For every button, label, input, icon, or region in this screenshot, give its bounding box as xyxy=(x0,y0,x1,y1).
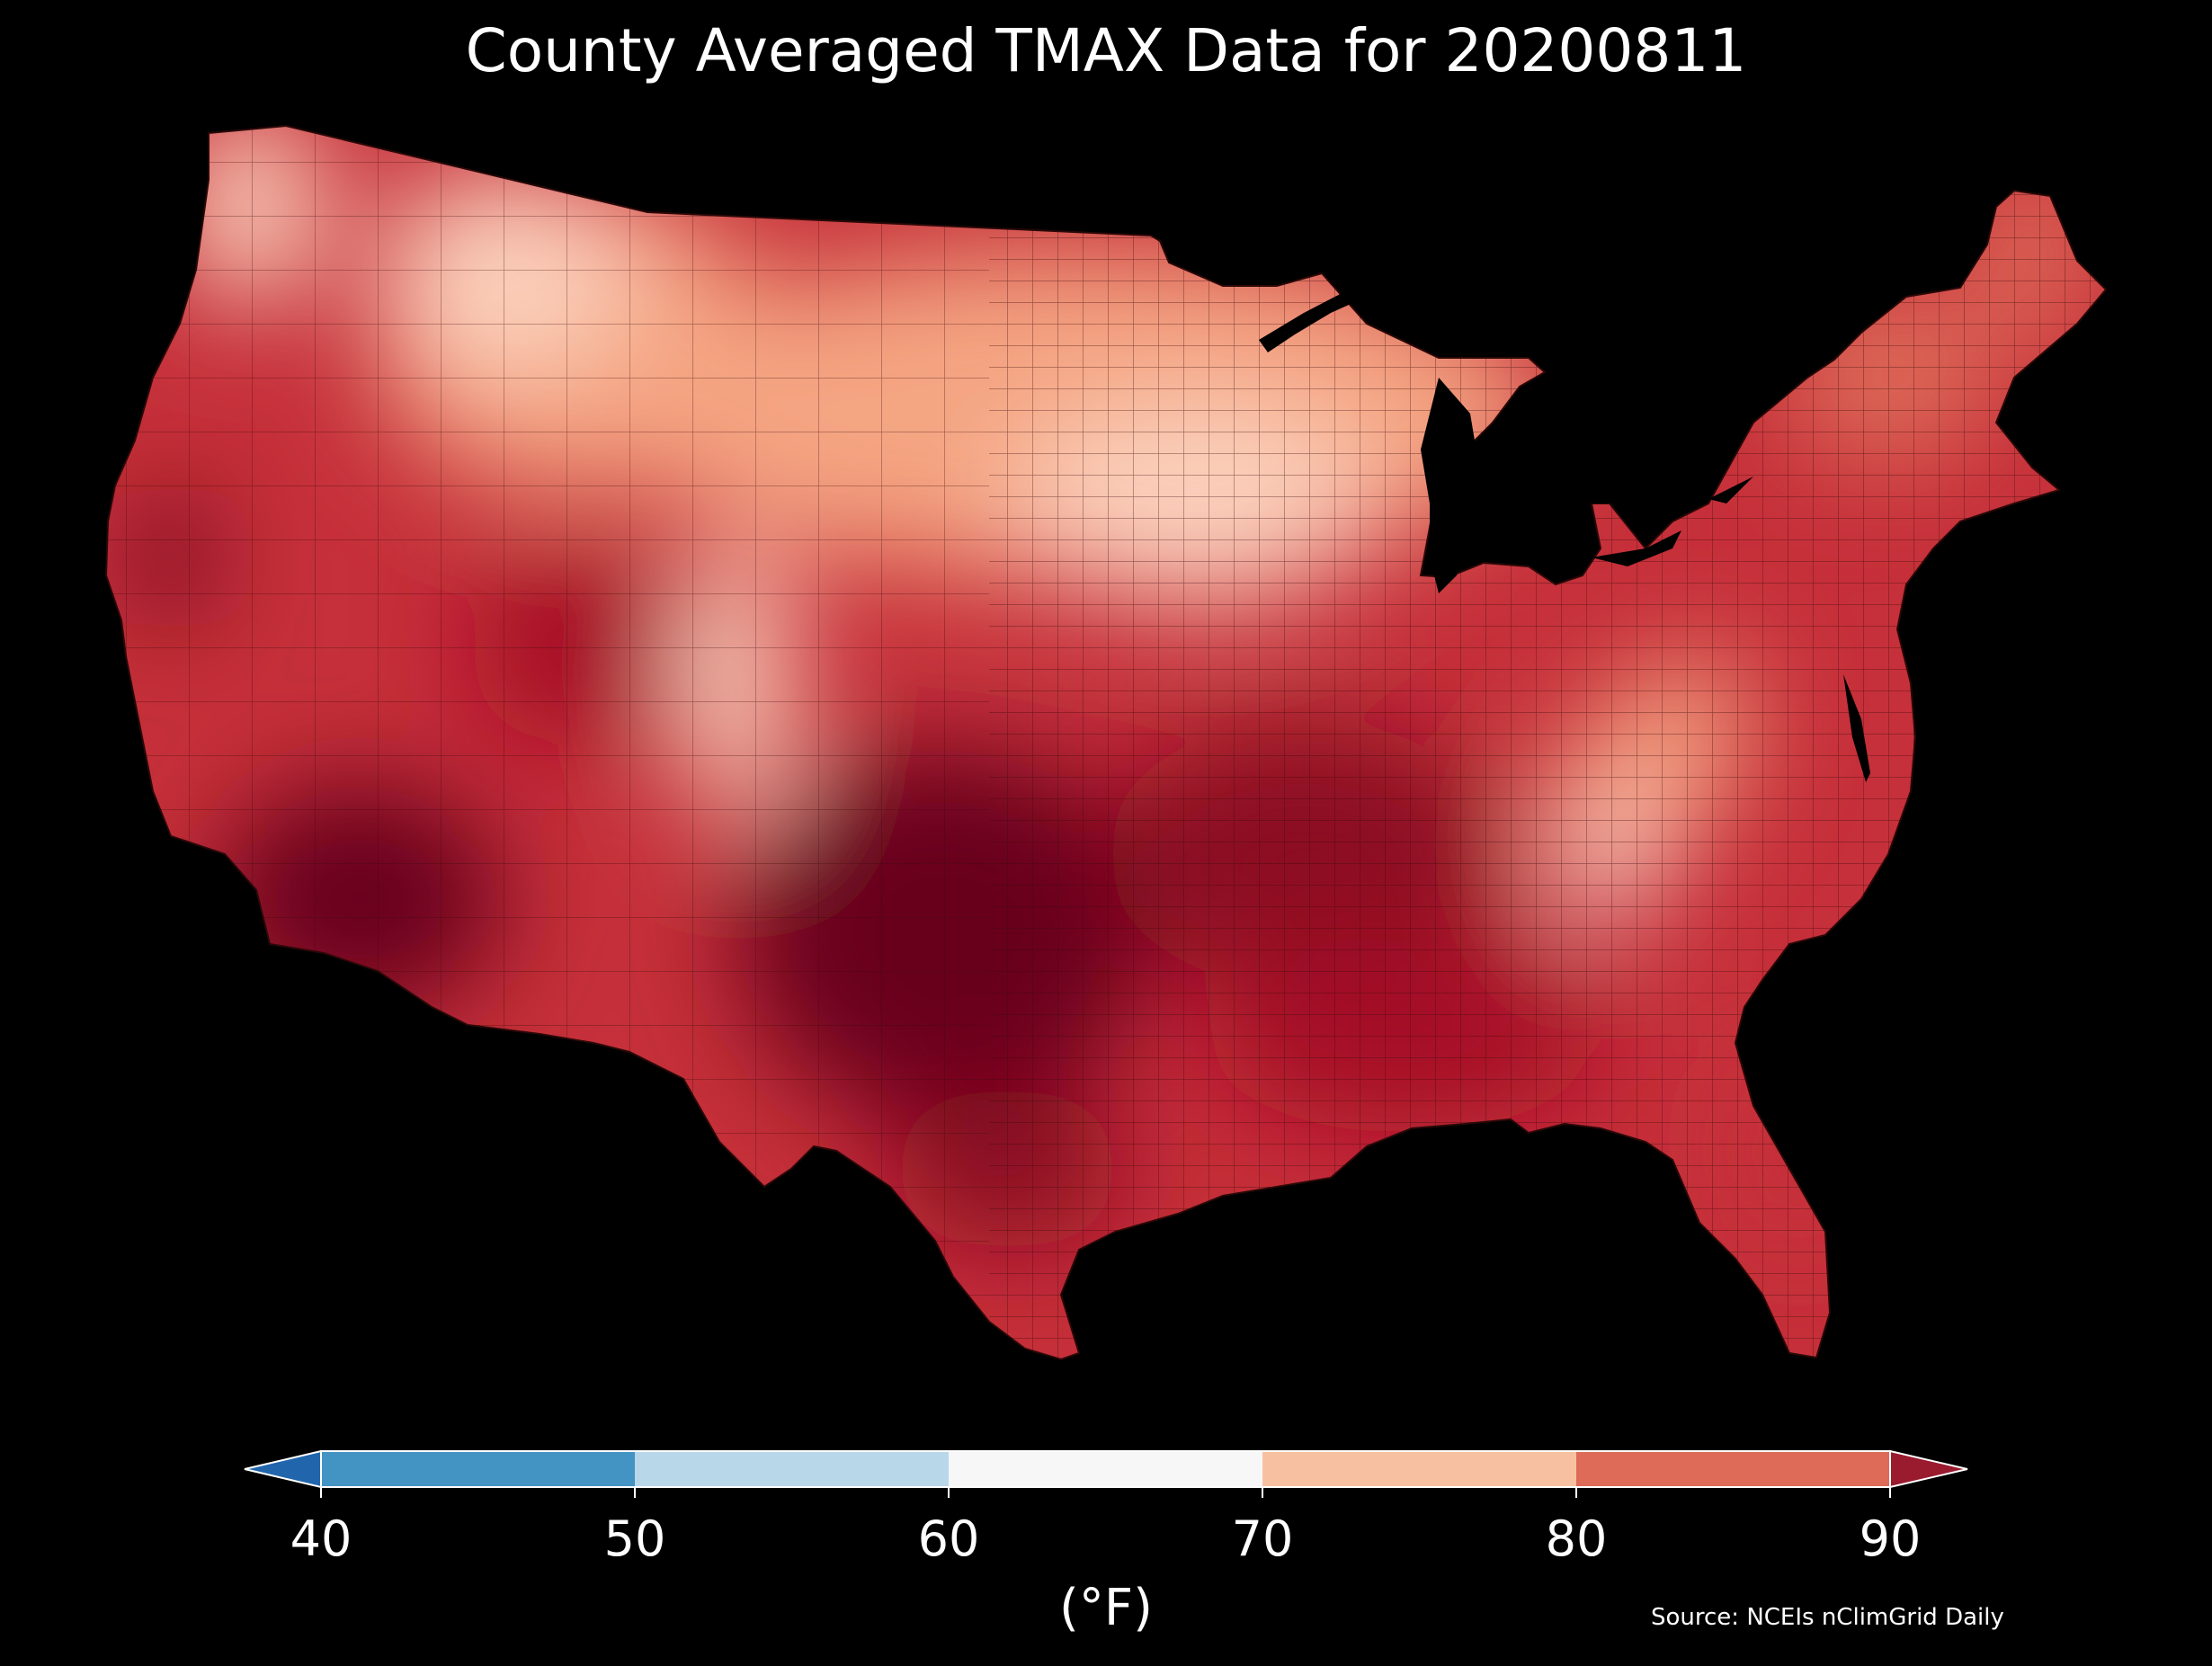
colorbar-extend-high xyxy=(1889,1449,1968,1489)
colorbar-bin-50-60 xyxy=(635,1451,949,1487)
colorbar-bin-70-80 xyxy=(1262,1451,1576,1487)
colorbar-tick-50: 50 xyxy=(603,1510,666,1567)
colorbar-bin-80-90 xyxy=(1576,1451,1890,1487)
colorbar-tick-70: 70 xyxy=(1231,1510,1294,1567)
colorbar-tick-80: 80 xyxy=(1545,1510,1608,1567)
county-tmax-map xyxy=(105,125,2107,1360)
colorbar-unit-label: (°F) xyxy=(1059,1579,1153,1637)
colorbar-tick-60: 60 xyxy=(917,1510,980,1567)
colorbar-bin-40-50 xyxy=(321,1451,635,1487)
colorbar-tick-40: 40 xyxy=(290,1510,352,1567)
colorbar-bin-60-70 xyxy=(949,1451,1262,1487)
great-lakes xyxy=(1259,281,1753,593)
colorbar-extend-low xyxy=(244,1449,322,1489)
map-title: County Averaged TMAX Data for 20200811 xyxy=(465,16,1747,85)
colorbar-tick-90: 90 xyxy=(1859,1510,1922,1567)
source-credit: Source: NCEIs nClimGrid Daily xyxy=(1651,1604,2004,1631)
